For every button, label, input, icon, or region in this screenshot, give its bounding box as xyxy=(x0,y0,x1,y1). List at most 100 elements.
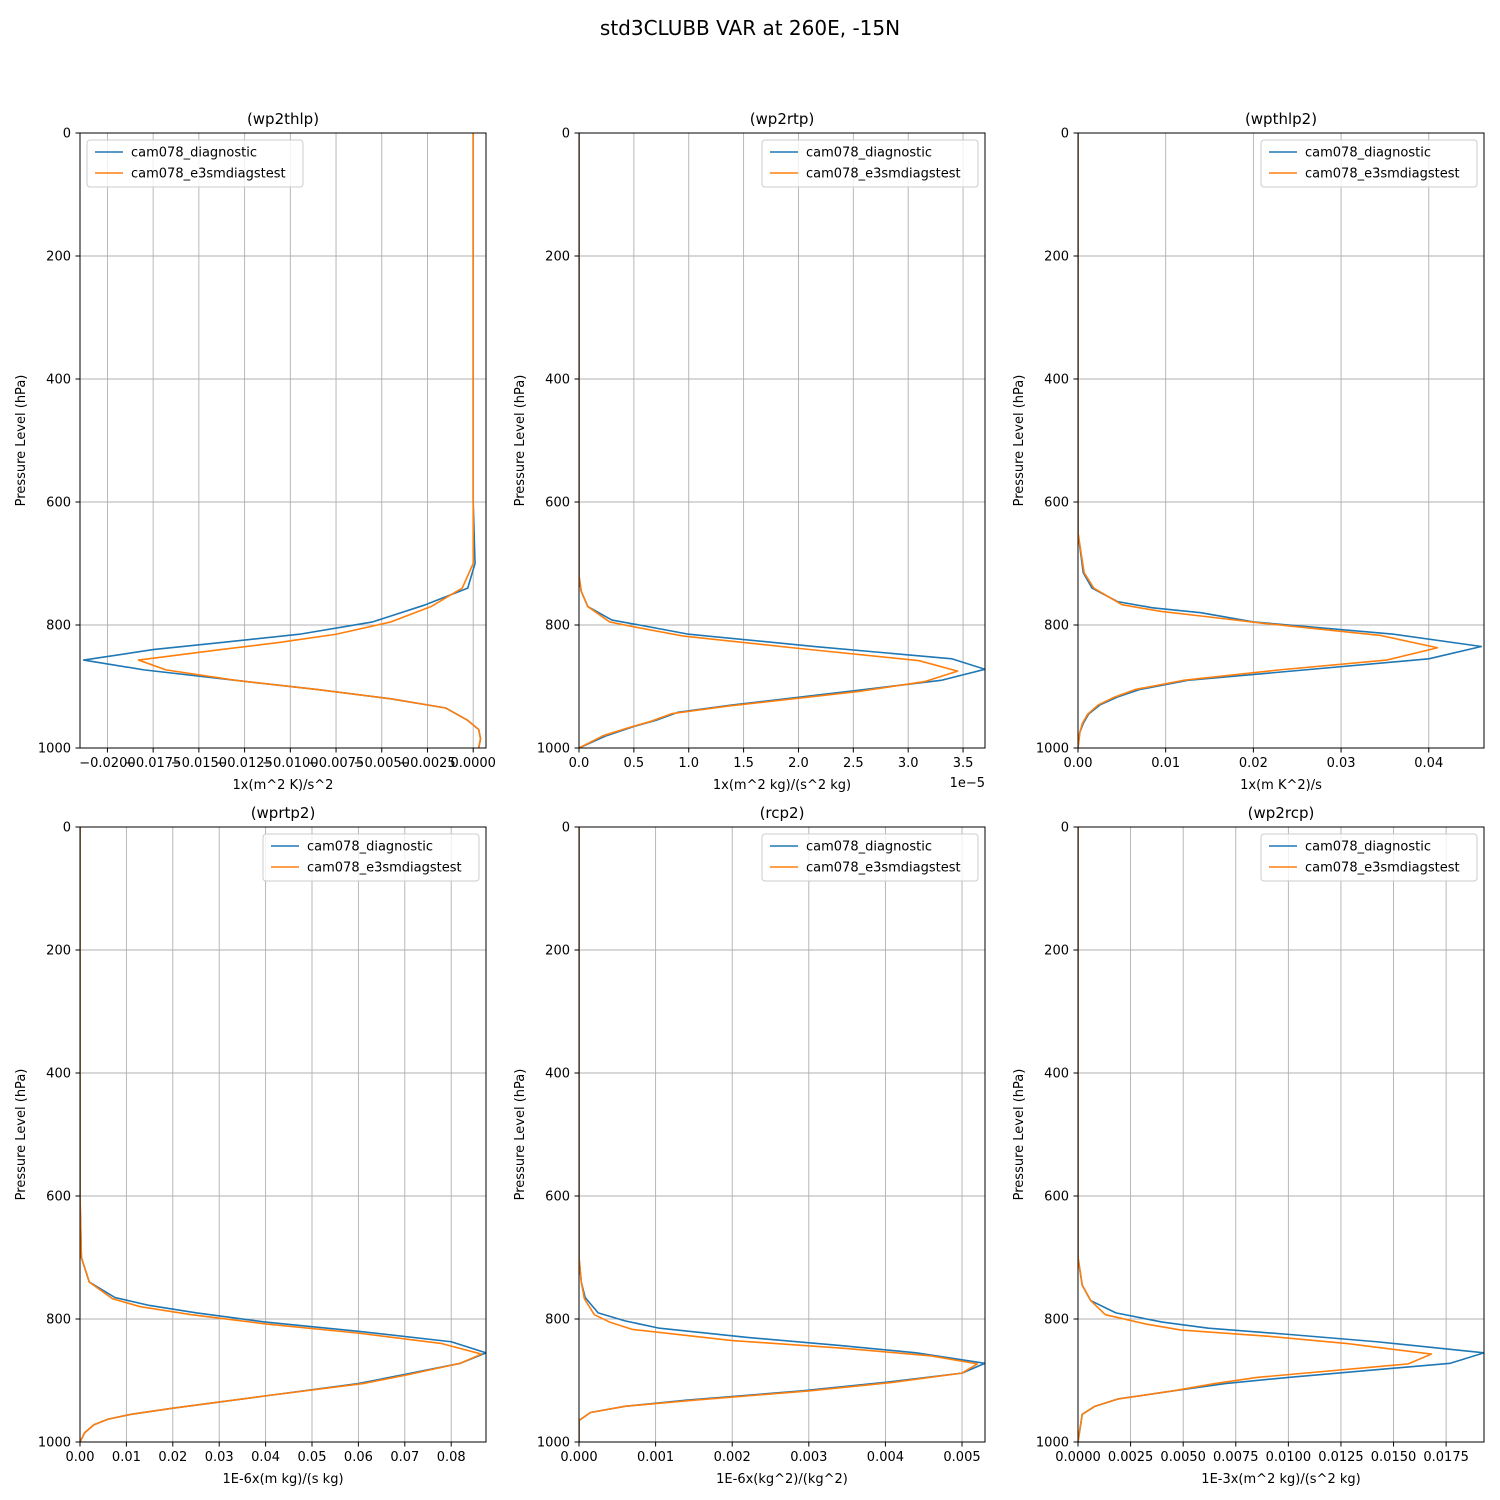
y-tick-label: 600 xyxy=(545,1190,570,1205)
series-lines xyxy=(579,827,985,1442)
y-tick-label: 200 xyxy=(46,250,71,265)
y-tick-label: 800 xyxy=(46,1313,71,1328)
y-axis-label: Pressure Level (hPa) xyxy=(1012,1069,1027,1201)
x-tick-label: 0.005 xyxy=(943,1450,980,1465)
y-tick-label: 200 xyxy=(46,944,71,959)
x-tick-label: 0.02 xyxy=(158,1450,187,1465)
chart-panel-3: 0.00 0.01 0.02 0.03 0.04 0 200 400 600 800 1000 (wp… xyxy=(1012,110,1485,793)
legend-label-1: cam078_diagnostic xyxy=(806,840,932,855)
x-tick-label: 2.5 xyxy=(843,756,864,771)
x-tick-label: 0.002 xyxy=(714,1450,751,1465)
y-tick-label: 800 xyxy=(46,619,71,634)
series-lines xyxy=(579,133,985,748)
axes-frame xyxy=(79,826,487,1443)
legend-label-2: cam078_e3smdiagstest xyxy=(307,861,462,876)
x-tick-label: 3.5 xyxy=(953,756,974,771)
x-tick-label: 0.0000 xyxy=(450,756,496,771)
y-tick-label: 1000 xyxy=(38,1436,71,1451)
x-axis-label: 1x(m^2 kg)/(s^2 kg) xyxy=(713,778,851,793)
legend-label-1: cam078_diagnostic xyxy=(806,146,932,161)
axes-frame xyxy=(1077,132,1485,749)
x-tick-label: −0.0075 xyxy=(308,756,364,771)
axes-frame xyxy=(578,826,986,1443)
x-tick-label: −0.0200 xyxy=(79,756,135,771)
y-axis-label: Pressure Level (hPa) xyxy=(14,1069,29,1201)
legend-label-2: cam078_e3smdiagstest xyxy=(131,167,286,182)
y-tick-label: 200 xyxy=(1044,250,1069,265)
x-tick-label: 0.0100 xyxy=(1266,1450,1312,1465)
x-tick-label: 0.0025 xyxy=(1108,1450,1154,1465)
y-axis-label: Pressure Level (hPa) xyxy=(1012,375,1027,507)
y-tick-label: 400 xyxy=(545,373,570,388)
x-tick-label: 2.0 xyxy=(788,756,809,771)
x-tick-label: 0.0000 xyxy=(1055,1450,1101,1465)
y-tick-label: 200 xyxy=(1044,944,1069,959)
y-axis-label: Pressure Level (hPa) xyxy=(513,1069,528,1201)
panel-title: (wp2thlp) xyxy=(247,110,319,128)
y-tick-label: 0 xyxy=(1061,821,1069,836)
y-tick-label: 1000 xyxy=(1036,742,1069,757)
legend-box xyxy=(86,139,304,188)
x-tick-label: −0.0125 xyxy=(216,756,272,771)
legend: cam078_diagnostic cam078_e3smdiagstest xyxy=(1260,833,1478,882)
x-axis-offset-text: 1e−5 xyxy=(950,776,985,791)
y-tick-label: 400 xyxy=(46,1067,71,1082)
y-tick-label: 200 xyxy=(545,944,570,959)
axes-frame xyxy=(578,132,986,749)
series-line-2 xyxy=(579,133,959,748)
x-tick-label: 0.000 xyxy=(560,1450,597,1465)
x-tick-label: 0.0150 xyxy=(1371,1450,1417,1465)
x-tick-label: 1.0 xyxy=(678,756,699,771)
y-tick-label: 1000 xyxy=(38,742,71,757)
legend-box xyxy=(761,833,979,882)
legend: cam078_diagnostic cam078_e3smdiagstest xyxy=(1260,139,1478,188)
x-tick-label: −0.0050 xyxy=(354,756,410,771)
y-tick-label: 600 xyxy=(545,496,570,511)
axes-frame xyxy=(1077,826,1485,1443)
x-tick-label: 0.0175 xyxy=(1423,1450,1469,1465)
y-tick-label: 400 xyxy=(1044,1067,1069,1082)
panel-title: (wprtp2) xyxy=(251,804,316,822)
x-tick-label: 0.003 xyxy=(790,1450,827,1465)
x-tick-label: 0.00 xyxy=(1064,756,1093,771)
legend-box xyxy=(1260,139,1478,188)
legend-label-1: cam078_diagnostic xyxy=(1305,840,1431,855)
panel-title: (wpthlp2) xyxy=(1245,110,1317,128)
y-tick-label: 400 xyxy=(1044,373,1069,388)
series-line-1 xyxy=(1078,827,1484,1442)
x-tick-label: 0.0125 xyxy=(1318,1450,1364,1465)
x-tick-label: −0.0100 xyxy=(262,756,318,771)
x-tick-label: 0.04 xyxy=(1414,756,1443,771)
panel-title: (rcp2) xyxy=(760,804,805,822)
x-axis-label: 1E-6x(m kg)/(s kg) xyxy=(222,1472,343,1487)
x-tick-label: 0.0 xyxy=(569,756,590,771)
series-line-1 xyxy=(82,133,482,748)
x-tick-label: 0.08 xyxy=(437,1450,466,1465)
y-tick-label: 0 xyxy=(1061,127,1069,142)
y-tick-label: 0 xyxy=(63,821,71,836)
series-line-1 xyxy=(579,133,985,748)
x-tick-label: 0.01 xyxy=(112,1450,141,1465)
x-tick-label: 3.0 xyxy=(898,756,919,771)
y-tick-label: 400 xyxy=(545,1067,570,1082)
series-line-1 xyxy=(579,827,985,1442)
legend: cam078_diagnostic cam078_e3smdiagstest xyxy=(761,139,979,188)
x-tick-label: −0.0025 xyxy=(399,756,455,771)
series-lines xyxy=(80,827,486,1442)
y-tick-label: 1000 xyxy=(537,742,570,757)
series-lines xyxy=(1078,827,1484,1442)
series-lines xyxy=(1078,133,1483,748)
legend-label-2: cam078_e3smdiagstest xyxy=(1305,167,1460,182)
series-lines xyxy=(82,133,482,748)
x-tick-label: 0.5 xyxy=(624,756,645,771)
x-tick-label: 0.07 xyxy=(390,1450,419,1465)
x-tick-label: 0.05 xyxy=(298,1450,327,1465)
y-tick-label: 200 xyxy=(545,250,570,265)
legend-label-1: cam078_diagnostic xyxy=(131,146,257,161)
x-tick-label: 1.5 xyxy=(733,756,754,771)
legend-box xyxy=(1260,833,1478,882)
x-tick-label: 0.00 xyxy=(66,1450,95,1465)
series-line-1 xyxy=(80,827,486,1442)
chart-panel-5: 0.000 0.001 0.002 0.003 0.004 0.005 0 200 400 600… xyxy=(513,804,986,1487)
